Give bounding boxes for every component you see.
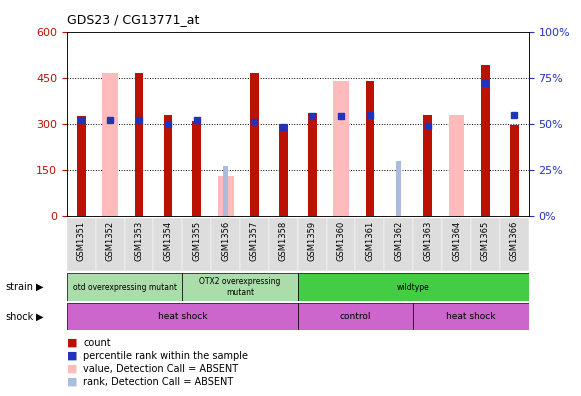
Text: GDS23 / CG13771_at: GDS23 / CG13771_at: [67, 13, 199, 26]
Bar: [333, 81, 349, 216]
Bar: [135, 73, 144, 216]
Bar: [77, 116, 85, 216]
Bar: [182, 218, 211, 271]
Bar: [500, 218, 529, 271]
Text: GSM1355: GSM1355: [192, 221, 201, 261]
Bar: [413, 303, 529, 330]
Text: OTX2 overexpressing
mutant: OTX2 overexpressing mutant: [199, 278, 281, 297]
Text: ■: ■: [67, 350, 77, 361]
Bar: [153, 218, 182, 271]
Bar: [396, 160, 401, 216]
Bar: [67, 218, 96, 271]
Text: count: count: [83, 337, 111, 348]
Text: heat shock: heat shock: [446, 312, 496, 321]
Bar: [424, 114, 432, 216]
Bar: [192, 121, 201, 216]
Text: GSM1362: GSM1362: [394, 221, 403, 261]
Bar: [449, 114, 464, 216]
Bar: [218, 176, 234, 216]
Bar: [413, 218, 442, 271]
Text: strain: strain: [6, 282, 34, 292]
Bar: [223, 166, 228, 216]
Text: ▶: ▶: [36, 312, 44, 322]
Bar: [211, 218, 240, 271]
Text: GSM1361: GSM1361: [365, 221, 374, 261]
Text: value, Detection Call = ABSENT: value, Detection Call = ABSENT: [83, 364, 238, 374]
Text: GSM1357: GSM1357: [250, 221, 259, 261]
Text: ■: ■: [67, 337, 77, 348]
Bar: [308, 113, 317, 216]
Bar: [297, 273, 529, 301]
Bar: [297, 303, 413, 330]
Bar: [250, 73, 259, 216]
Text: GSM1354: GSM1354: [163, 221, 173, 261]
Bar: [297, 218, 327, 271]
Text: ■: ■: [67, 364, 77, 374]
Bar: [510, 125, 519, 216]
Bar: [240, 218, 269, 271]
Text: percentile rank within the sample: percentile rank within the sample: [83, 350, 248, 361]
Text: GSM1356: GSM1356: [221, 221, 230, 261]
Bar: [269, 218, 298, 271]
Text: GSM1360: GSM1360: [336, 221, 346, 261]
Text: GSM1351: GSM1351: [77, 221, 86, 261]
Text: otd overexpressing mutant: otd overexpressing mutant: [73, 283, 177, 291]
Bar: [96, 218, 124, 271]
Text: GSM1358: GSM1358: [279, 221, 288, 261]
Text: shock: shock: [6, 312, 34, 322]
Bar: [102, 73, 118, 216]
Text: ■: ■: [67, 377, 77, 387]
Text: GSM1353: GSM1353: [134, 221, 144, 261]
Bar: [163, 114, 172, 216]
Bar: [279, 124, 288, 216]
Text: GSM1363: GSM1363: [423, 221, 432, 261]
Bar: [182, 273, 297, 301]
Bar: [442, 218, 471, 271]
Text: GSM1366: GSM1366: [510, 221, 519, 261]
Bar: [365, 81, 374, 216]
Text: rank, Detection Call = ABSENT: rank, Detection Call = ABSENT: [83, 377, 234, 387]
Text: ▶: ▶: [36, 282, 44, 292]
Text: control: control: [340, 312, 371, 321]
Text: wildtype: wildtype: [397, 283, 429, 291]
Text: GSM1365: GSM1365: [481, 221, 490, 261]
Bar: [385, 218, 413, 271]
Bar: [124, 218, 153, 271]
Text: GSM1364: GSM1364: [452, 221, 461, 261]
Text: GSM1359: GSM1359: [308, 221, 317, 261]
Bar: [356, 218, 385, 271]
Bar: [67, 273, 182, 301]
Bar: [67, 303, 298, 330]
Text: heat shock: heat shock: [157, 312, 207, 321]
Bar: [481, 65, 490, 216]
Text: GSM1352: GSM1352: [106, 221, 114, 261]
Bar: [327, 218, 356, 271]
Bar: [471, 218, 500, 271]
